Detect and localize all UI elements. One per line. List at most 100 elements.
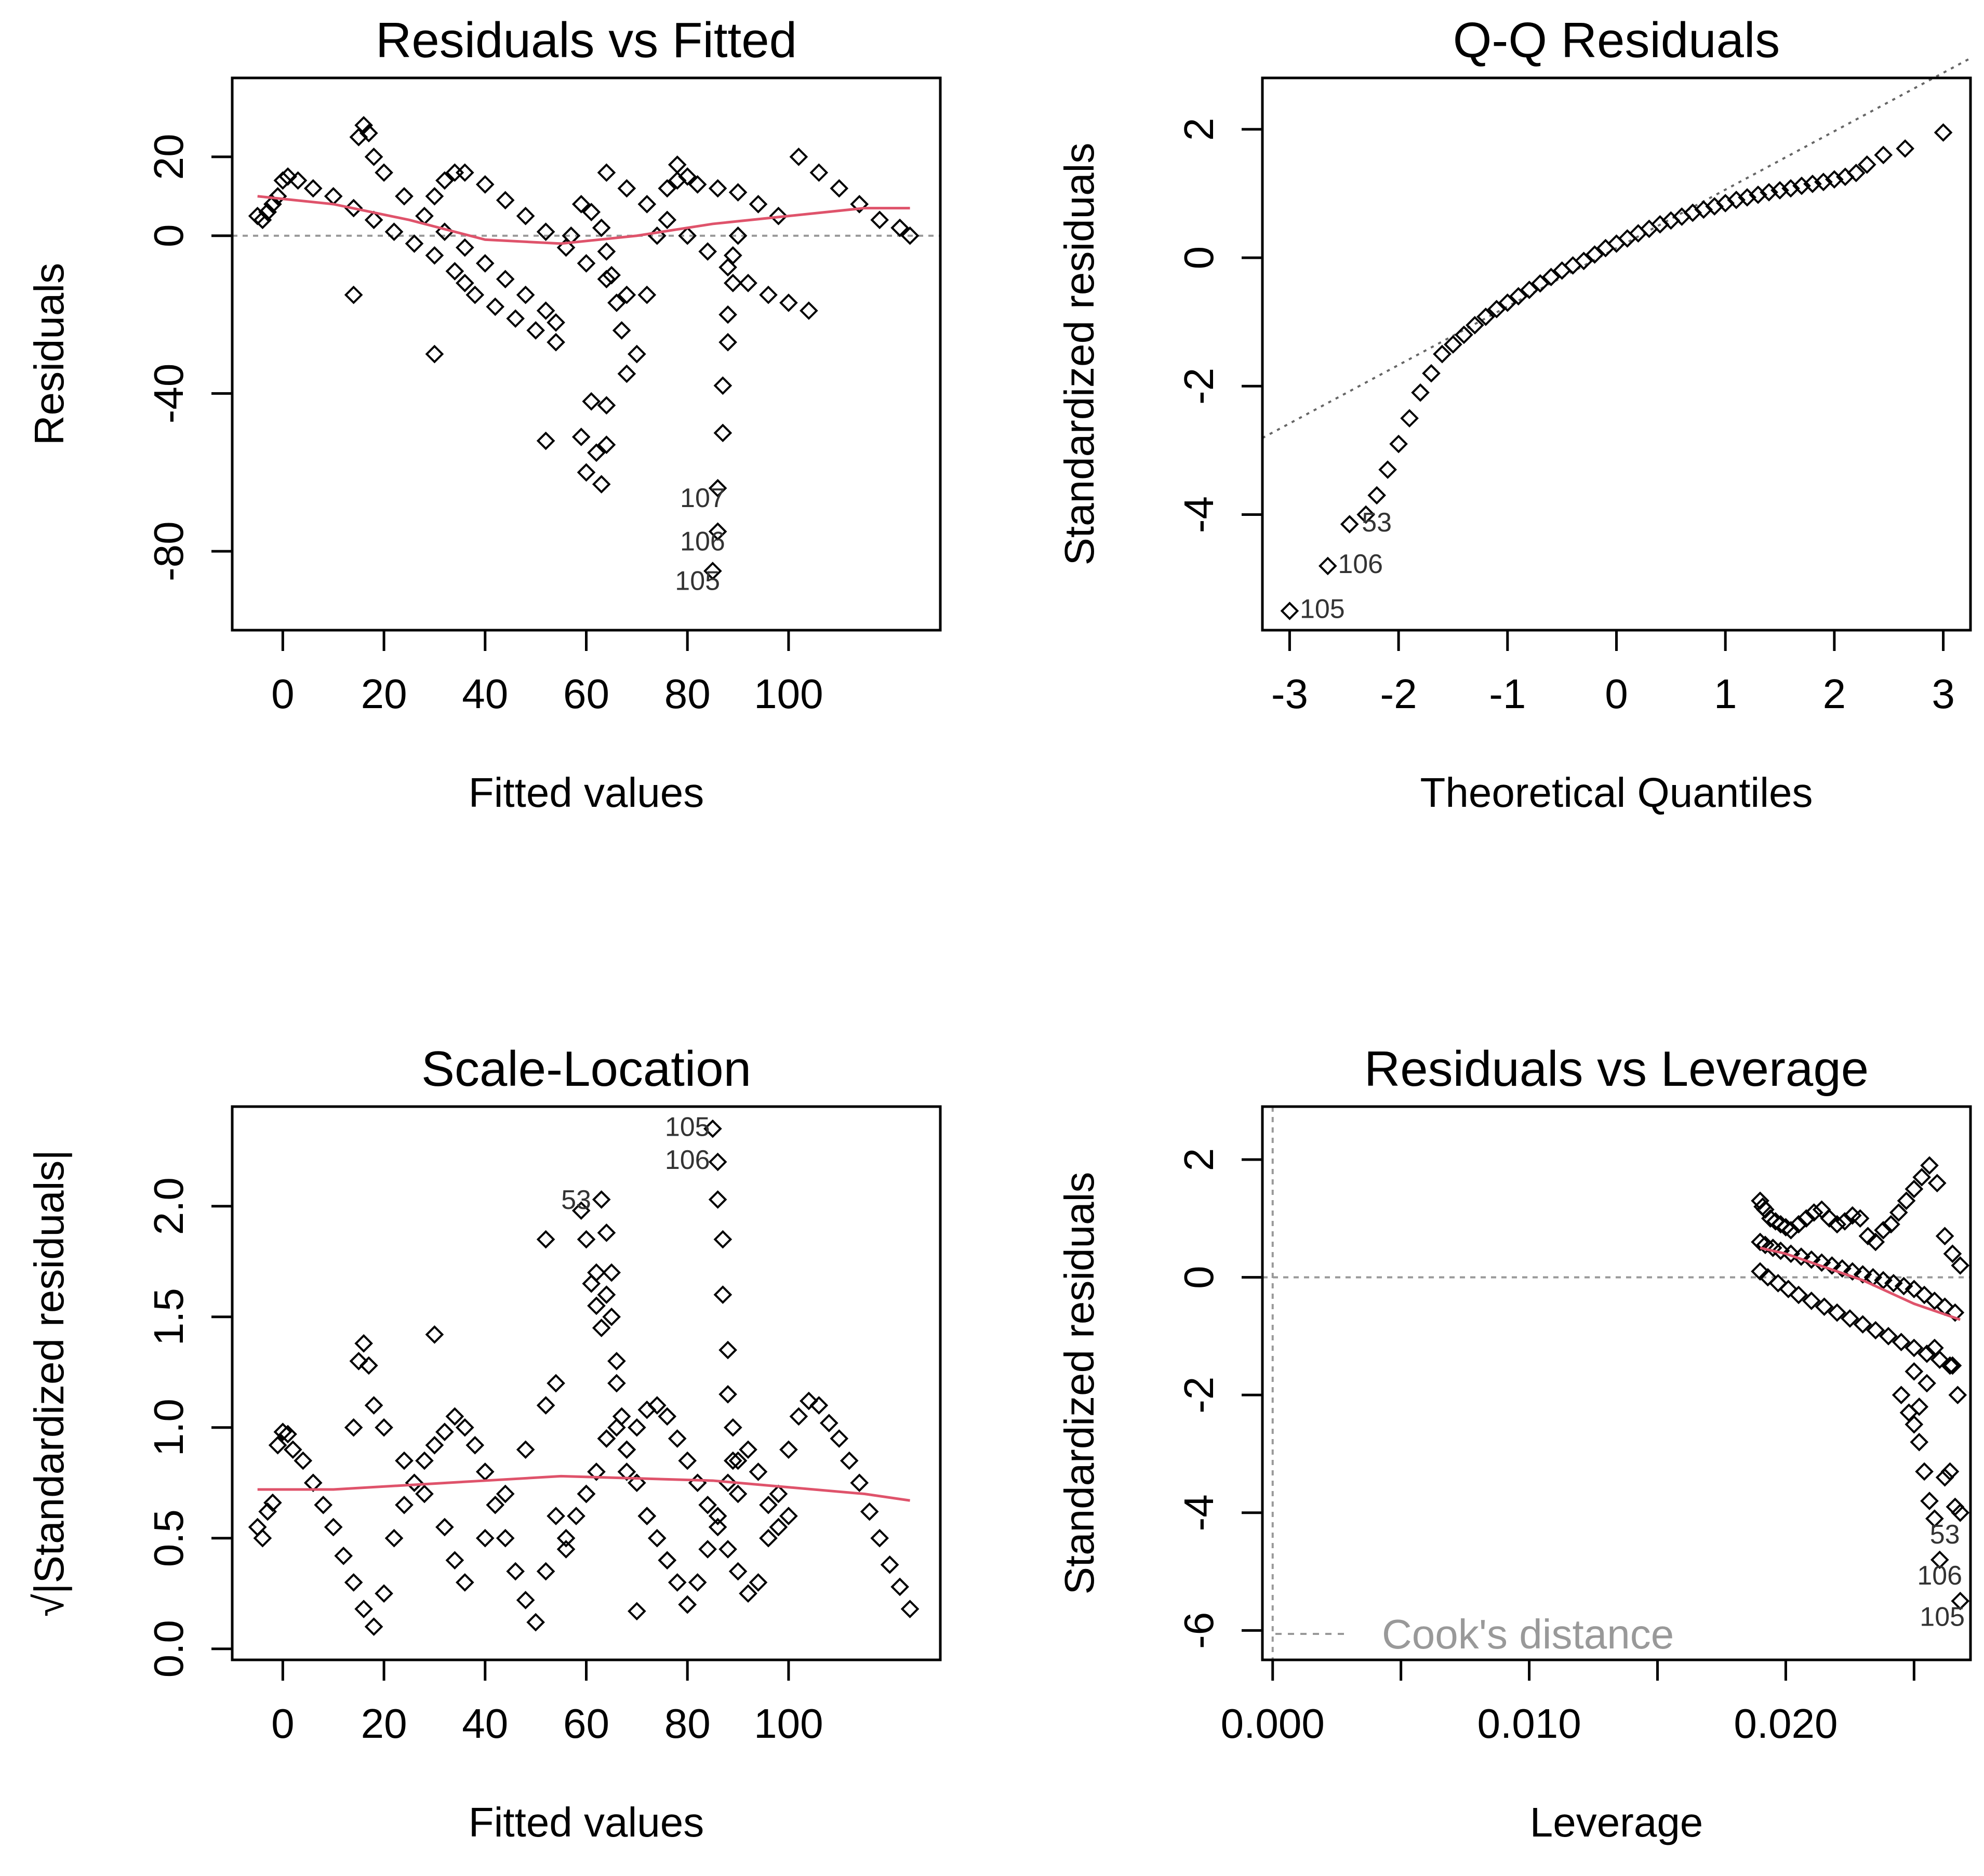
data-point [597, 396, 616, 415]
chart-title: Scale-Location [421, 1041, 751, 1097]
data-point [496, 1528, 515, 1548]
data-point [1841, 1309, 1859, 1328]
data-point [556, 1540, 576, 1559]
data-point [1905, 1415, 1924, 1434]
chart-title: Q-Q Residuals [1453, 12, 1780, 68]
data-point [258, 203, 277, 221]
data-point [496, 1484, 515, 1504]
data-point [840, 1451, 859, 1470]
y-tick-label: 1.0 [145, 1399, 192, 1456]
data-point [602, 1263, 621, 1282]
data-point [1792, 1247, 1810, 1266]
data-point [1905, 1179, 1924, 1199]
data-point [890, 1577, 909, 1596]
data-point [375, 1584, 393, 1603]
data-point [364, 148, 383, 166]
data-point [800, 301, 818, 320]
data-point [516, 206, 535, 225]
y-tick-label: 2.0 [145, 1177, 192, 1235]
data-point [1948, 1386, 1967, 1404]
data-point [658, 1407, 677, 1426]
data-point [1918, 1374, 1936, 1393]
x-tick-label: 40 [462, 671, 508, 717]
data-point [759, 1495, 778, 1514]
data-point [809, 1396, 829, 1415]
data-point [1585, 245, 1604, 264]
x-tick-label: 0.010 [1477, 1700, 1581, 1747]
data-point [1925, 1509, 1944, 1528]
data-point [364, 210, 383, 230]
data-point [577, 1230, 596, 1249]
data-point [647, 1528, 667, 1548]
data-point [278, 167, 297, 186]
data-point [571, 1201, 591, 1220]
data-point [850, 1473, 869, 1493]
data-point [789, 148, 808, 166]
data-point [628, 1473, 646, 1493]
data-point [1857, 155, 1876, 174]
data-point [602, 1307, 621, 1326]
data-point [1789, 1285, 1808, 1305]
data-point [435, 1422, 454, 1442]
data-point [612, 321, 631, 340]
x-tick-label: 20 [361, 1700, 407, 1747]
y-tick-label: -2 [1176, 368, 1222, 405]
data-point [582, 392, 601, 411]
x-tick-label: 0 [271, 671, 295, 717]
data-point [708, 522, 727, 541]
data-point [587, 443, 606, 462]
data-point [1879, 1327, 1898, 1346]
data-point [713, 423, 733, 443]
y-tick-label: 2 [1176, 118, 1222, 141]
data-point [703, 1119, 722, 1138]
data-point [1828, 1215, 1847, 1234]
y-tick-label: -4 [1176, 496, 1222, 533]
x-tick-label: 0.000 [1221, 1700, 1325, 1747]
data-point [597, 163, 616, 182]
data-point [749, 195, 768, 214]
data-point [728, 183, 748, 202]
data-point [1781, 179, 1800, 198]
data-point [1874, 1271, 1893, 1290]
data-point [749, 1462, 768, 1481]
data-point [759, 285, 778, 304]
data-point [1912, 1168, 1931, 1187]
data-point [1520, 281, 1539, 299]
data-point [1846, 164, 1866, 182]
data-point [1835, 1212, 1854, 1231]
data-point [1920, 1492, 1939, 1510]
y-axis-label: Standardized residuals [1056, 143, 1102, 566]
data-point [678, 1595, 697, 1614]
data-point [395, 1495, 414, 1514]
data-point [1920, 1156, 1939, 1175]
data-point [1766, 1212, 1785, 1231]
data-point [1884, 1274, 1903, 1293]
data-point [571, 195, 591, 214]
data-point [314, 1495, 333, 1514]
data-point [1759, 1268, 1777, 1287]
data-point [1751, 1262, 1769, 1281]
data-point [688, 175, 707, 194]
data-point [617, 179, 636, 198]
data-point [1915, 1285, 1934, 1305]
data-point [698, 1540, 717, 1559]
data-point [1727, 191, 1746, 209]
data-point [1433, 344, 1452, 364]
data-point [830, 1429, 849, 1448]
point-label: 53 [1362, 508, 1392, 538]
data-point [724, 1451, 742, 1470]
data-point [526, 321, 545, 340]
chart-title: Residuals vs Fitted [376, 12, 797, 68]
data-point [628, 1602, 646, 1621]
data-point [668, 1429, 687, 1448]
data-point [324, 1518, 343, 1537]
data-point [1802, 1292, 1821, 1310]
data-point [1850, 1209, 1870, 1228]
data-point [475, 175, 495, 194]
data-point [1905, 1280, 1924, 1299]
data-point [1874, 1221, 1893, 1240]
data-point [1858, 1227, 1878, 1246]
point-label: 105 [665, 1112, 710, 1142]
data-point [1828, 1303, 1847, 1322]
